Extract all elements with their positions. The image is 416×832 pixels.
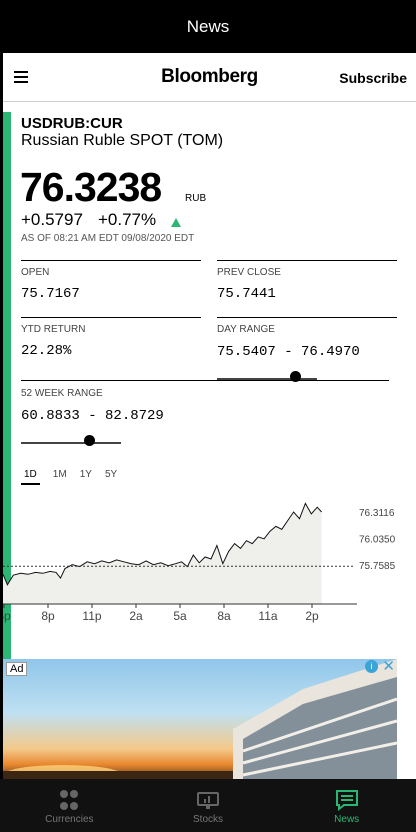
bloomberg-logo[interactable]: Bloomberg	[161, 66, 258, 87]
open-value: 75.7167	[21, 286, 80, 302]
app-title-bar: News	[0, 0, 416, 53]
ad-info-icon[interactable]: i	[365, 660, 378, 673]
divider	[217, 317, 397, 318]
stocks-icon	[197, 792, 219, 809]
ad-image	[3, 659, 397, 779]
chart-y-tick-label: 76.3116	[359, 508, 395, 519]
price-change-percent: +0.77%	[98, 210, 157, 229]
nav-label: Stocks	[193, 814, 224, 825]
bottom-navigation: Currencies Stocks News	[0, 779, 416, 832]
currencies-icon	[60, 790, 79, 810]
divider	[21, 317, 201, 318]
ad-close-icon[interactable]: ✕	[382, 659, 395, 675]
bloomberg-header: Bloomberg Subscribe	[3, 53, 416, 102]
52-week-range-value: 60.8833 - 82.8729	[21, 408, 164, 424]
nav-label: Currencies	[45, 814, 94, 825]
52-week-range-track	[21, 442, 121, 444]
advertisement-banner[interactable]: Ad i ✕	[3, 659, 397, 779]
chart-area-fill	[3, 503, 322, 604]
chart-price-line	[3, 502, 322, 586]
chart-range-tabs: 1D 1M 1Y 5Y	[21, 469, 130, 485]
divider	[21, 260, 201, 261]
as-of-timestamp: AS OF 08:21 AM EDT 09/08/2020 EDT	[21, 233, 195, 244]
52-week-range-marker	[83, 435, 95, 446]
day-range-label: DAY RANGE	[217, 324, 275, 335]
ytd-return-value: 22.28%	[21, 343, 72, 359]
web-content: Bloomberg Subscribe USDRUB:CUR Russian R…	[3, 53, 416, 779]
day-range-value: 75.5407 - 76.4970	[217, 344, 360, 360]
prev-close-value: 75.7441	[217, 286, 276, 302]
nav-stocks[interactable]: Stocks	[139, 779, 278, 832]
nav-news[interactable]: News	[277, 779, 416, 832]
menu-icon[interactable]	[14, 71, 28, 83]
trend-indicator-bar	[3, 112, 11, 779]
chart-x-tick-label: 2p	[305, 609, 319, 623]
chart-x-tick-label: 5p	[3, 609, 11, 623]
open-label: OPEN	[21, 267, 50, 278]
52-week-range-label: 52 WEEK RANGE	[21, 388, 103, 399]
divider	[21, 380, 389, 381]
prev-close-label: PREV CLOSE	[217, 267, 281, 278]
news-icon	[335, 790, 358, 811]
tab-1d[interactable]: 1D	[21, 469, 40, 485]
ad-badge: Ad	[6, 662, 28, 676]
nav-label: News	[334, 814, 360, 825]
divider	[217, 260, 397, 261]
chart-y-tick-label: 75.7585	[359, 561, 396, 572]
price-change: +0.5797	[21, 210, 83, 229]
day-range-marker	[289, 371, 301, 382]
chart-x-tick-label: 5a	[173, 609, 187, 623]
chart-y-tick-label: 76.0350	[359, 534, 396, 545]
tab-1y[interactable]: 1Y	[79, 469, 92, 480]
day-range-track	[217, 378, 317, 380]
tab-1m[interactable]: 1M	[52, 469, 67, 480]
chart-x-tick-label: 11p	[82, 609, 101, 623]
price-value: 76.3238	[20, 164, 162, 210]
ticker-symbol: USDRUB:CUR	[21, 115, 123, 132]
app-title: News	[186, 16, 230, 36]
tab-5y[interactable]: 5Y	[104, 469, 118, 480]
chart-x-tick-label: 8a	[217, 609, 231, 623]
price-currency: RUB	[185, 193, 207, 204]
ytd-return-label: YTD RETURN	[21, 324, 86, 335]
chart-x-tick-label: 8p	[41, 609, 55, 623]
chart-x-tick-label: 2a	[129, 609, 143, 623]
price-chart[interactable]: 5p 8p 11p 2a 5a 8a 11a 2p 76.3116 76.0350 75.7585	[3, 489, 416, 629]
up-arrow-icon	[171, 218, 181, 227]
nav-currencies[interactable]: Currencies	[0, 779, 139, 832]
chart-x-tick-label: 11a	[258, 609, 277, 623]
security-name: Russian Ruble SPOT (TOM)	[21, 132, 224, 149]
subscribe-link[interactable]: Subscribe	[339, 70, 407, 86]
